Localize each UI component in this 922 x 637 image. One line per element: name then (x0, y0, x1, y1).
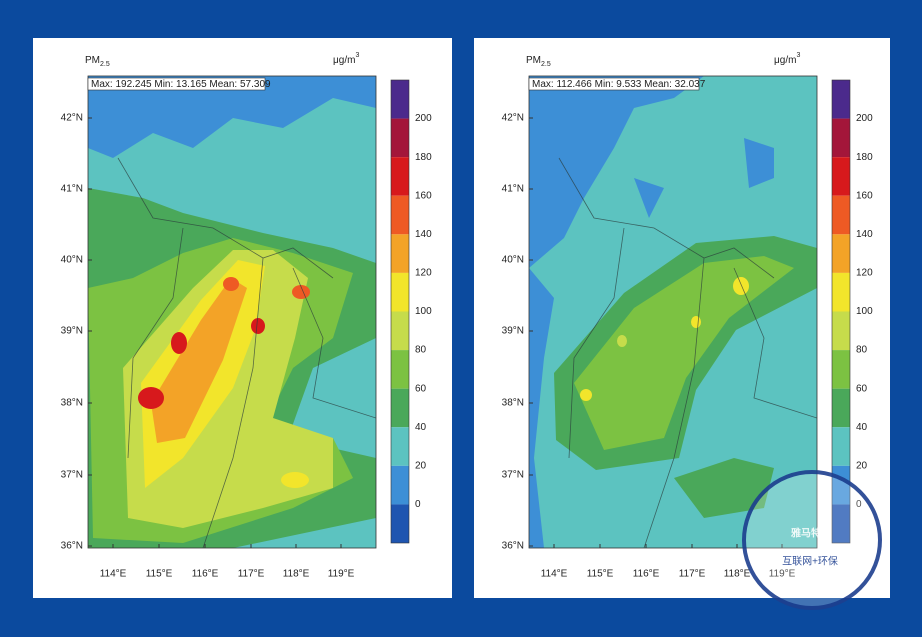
panel-title: PM2.5 (526, 55, 551, 68)
colorbar-label: 60 (856, 383, 868, 394)
lat-label: 40°N (502, 255, 524, 266)
colorbar-label: 120 (856, 268, 873, 279)
colorbar-swatch (391, 350, 409, 389)
colorbar-swatch (832, 311, 850, 351)
map-panel: PM2.5 μg/m3 Max: 192.245 Min: 13.165 Mea… (33, 38, 452, 598)
colorbar-label: 40 (415, 422, 427, 433)
lat-label: 41°N (502, 184, 524, 195)
lon-label: 115°E (587, 569, 614, 580)
map-panel: PM2.5 μg/m3 Max: 112.466 Min: 9.533 Mean… (474, 38, 890, 598)
title-text: PM (526, 55, 541, 66)
unit-superscript: 3 (796, 52, 800, 59)
colorbar-swatch (832, 272, 850, 312)
lon-label: 115°E (146, 569, 173, 580)
lat-label: 36°N (502, 541, 524, 552)
colorbar-swatch (832, 350, 850, 389)
colorbar-swatch (832, 388, 850, 428)
colorbar-label: 120 (415, 268, 432, 279)
unit-text: μg/m (333, 55, 355, 66)
colorbar-swatch (391, 195, 409, 235)
lat-label: 40°N (61, 255, 83, 266)
unit: μg/m3 (333, 52, 359, 66)
lon-label: 117°E (238, 569, 265, 580)
lon-label: 118°E (283, 569, 310, 580)
lon-label: 119°E (769, 569, 796, 580)
unit: μg/m3 (774, 52, 800, 66)
colorbar-swatch (391, 272, 409, 312)
colorbar-swatch (391, 465, 409, 505)
colorbar-swatch (391, 80, 409, 119)
lat-label: 38°N (61, 398, 83, 409)
colorbar-label: 80 (415, 345, 427, 356)
title-subscript: 2.5 (100, 61, 110, 68)
colorbar-swatch (391, 504, 409, 543)
lat-label: 42°N (502, 113, 524, 124)
colorbar-swatch (391, 157, 409, 196)
watermark-name: 雅马特 (791, 527, 821, 540)
colorbar-label: 20 (856, 460, 868, 471)
colorbar-swatch (391, 118, 409, 158)
title-subscript: 2.5 (541, 61, 551, 68)
colorbar-swatch (832, 234, 850, 273)
colorbar-label: 140 (856, 229, 873, 240)
colorbar-swatch (391, 311, 409, 351)
lon-label: 117°E (679, 569, 706, 580)
colorbar-label: 100 (415, 306, 432, 317)
colorbar-swatch (832, 118, 850, 158)
colorbar-label: 100 (856, 306, 873, 317)
colorbar-swatch (832, 195, 850, 235)
colorbar-swatch (391, 388, 409, 428)
colorbar-label: 160 (415, 190, 432, 201)
colorbar-label: 0 (856, 499, 862, 510)
lon-label: 116°E (633, 569, 660, 580)
lon-label: 114°E (541, 569, 568, 580)
colorbar-swatch (832, 427, 850, 466)
colorbar-label: 180 (856, 152, 873, 163)
watermark: 雅马特 互联网+环保 (742, 470, 882, 610)
lon-label: 118°E (724, 569, 751, 580)
colorbar-label: 80 (856, 345, 868, 356)
colorbar-swatch (832, 80, 850, 119)
lat-label: 39°N (61, 326, 83, 337)
colorbar-frame (390, 79, 410, 544)
colorbar-label: 160 (856, 190, 873, 201)
lat-label: 36°N (61, 541, 83, 552)
lat-label: 38°N (502, 398, 524, 409)
lon-label: 119°E (328, 569, 355, 580)
colorbar-frame (831, 79, 851, 544)
lat-label: 37°N (61, 470, 83, 481)
unit-superscript: 3 (355, 52, 359, 59)
colorbar-label: 0 (415, 499, 421, 510)
panel-title: PM2.5 (85, 55, 110, 68)
lat-label: 41°N (61, 184, 83, 195)
colorbar-label: 20 (415, 460, 427, 471)
colorbar-label: 140 (415, 229, 432, 240)
colorbar-swatch (391, 234, 409, 273)
colorbar-label: 60 (415, 383, 427, 394)
unit-text: μg/m (774, 55, 796, 66)
watermark-tagline: 互联网+环保 (782, 555, 838, 568)
colorbar-swatch (832, 157, 850, 196)
colorbar-label: 40 (856, 422, 868, 433)
colorbar-label: 200 (415, 113, 432, 124)
colorbar-swatch (832, 504, 850, 543)
title-text: PM (85, 55, 100, 66)
map (88, 76, 376, 548)
lat-label: 39°N (502, 326, 524, 337)
stats: Max: 192.245 Min: 13.165 Mean: 57.309 (91, 79, 271, 90)
lat-label: 37°N (502, 470, 524, 481)
map (529, 76, 817, 548)
colorbar-label: 200 (856, 113, 873, 124)
stats: Max: 112.466 Min: 9.533 Mean: 32.037 (532, 79, 706, 90)
colorbar-label: 180 (415, 152, 432, 163)
lat-label: 42°N (61, 113, 83, 124)
lon-label: 114°E (100, 569, 127, 580)
lon-label: 116°E (192, 569, 219, 580)
colorbar-swatch (391, 427, 409, 466)
